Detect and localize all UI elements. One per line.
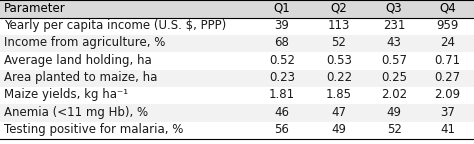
Text: 47: 47 (331, 106, 346, 119)
Text: 37: 37 (440, 106, 455, 119)
Bar (0, 52, 474, 70)
Text: Area planted to maize, ha: Area planted to maize, ha (4, 71, 157, 84)
Text: 0.53: 0.53 (326, 54, 352, 67)
Bar (0, 18, 474, 35)
Text: 0.52: 0.52 (269, 54, 295, 67)
Text: 24: 24 (440, 36, 455, 49)
Text: Testing positive for malaria, %: Testing positive for malaria, % (4, 123, 183, 136)
Text: Parameter: Parameter (4, 2, 65, 15)
Text: 1.81: 1.81 (269, 88, 295, 101)
Text: 43: 43 (387, 36, 401, 49)
Text: Q2: Q2 (330, 2, 347, 15)
Text: 49: 49 (331, 123, 346, 136)
Text: Yearly per capita income (U.S. $, PPP): Yearly per capita income (U.S. $, PPP) (4, 19, 226, 32)
Text: 52: 52 (331, 36, 346, 49)
Text: 231: 231 (383, 19, 405, 32)
Bar (0, 35, 474, 52)
Text: Maize yields, kg ha⁻¹: Maize yields, kg ha⁻¹ (4, 88, 128, 101)
Text: 49: 49 (387, 106, 401, 119)
Text: 959: 959 (436, 19, 459, 32)
Text: 0.27: 0.27 (434, 71, 461, 84)
Text: 2.02: 2.02 (381, 88, 407, 101)
Text: 113: 113 (328, 19, 350, 32)
Text: 1.85: 1.85 (326, 88, 352, 101)
Text: 2.09: 2.09 (434, 88, 461, 101)
Text: Anemia (<11 mg Hb), %: Anemia (<11 mg Hb), % (4, 106, 148, 119)
Bar (0, 87, 474, 104)
Bar (0, 104, 474, 122)
Text: 68: 68 (274, 36, 290, 49)
Bar (0, 70, 474, 87)
Text: Q1: Q1 (273, 2, 291, 15)
Text: 56: 56 (274, 123, 290, 136)
Text: Q3: Q3 (386, 2, 402, 15)
Text: 0.23: 0.23 (269, 71, 295, 84)
Text: Q4: Q4 (439, 2, 456, 15)
Text: 46: 46 (274, 106, 290, 119)
Text: 41: 41 (440, 123, 455, 136)
Text: 0.22: 0.22 (326, 71, 352, 84)
Text: 0.25: 0.25 (381, 71, 407, 84)
Text: Average land holding, ha: Average land holding, ha (4, 54, 152, 67)
Bar (0, 122, 474, 139)
Text: 39: 39 (274, 19, 290, 32)
Bar (0, 0, 474, 18)
Text: Income from agriculture, %: Income from agriculture, % (4, 36, 165, 49)
Text: 0.57: 0.57 (381, 54, 407, 67)
Text: 0.71: 0.71 (434, 54, 461, 67)
Text: 52: 52 (387, 123, 401, 136)
